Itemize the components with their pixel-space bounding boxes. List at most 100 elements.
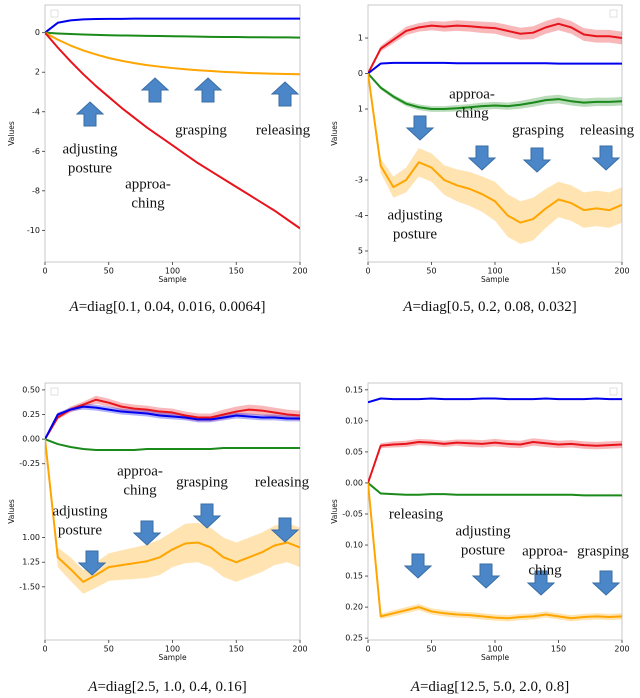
- y-tick-label: -3: [355, 176, 363, 185]
- y-tick-label: 1: [358, 105, 363, 114]
- y-axis-label: Values: [330, 121, 339, 146]
- arrow: [77, 550, 107, 576]
- annotation: grasping: [577, 543, 629, 559]
- arrow: [75, 101, 105, 127]
- confidence-band: [368, 73, 622, 244]
- series-line: [45, 439, 300, 583]
- plot-area: [45, 395, 300, 594]
- y-tick-label: 1.25: [22, 558, 40, 567]
- annotation: posture: [58, 522, 103, 538]
- plot-frame: [44, 382, 301, 641]
- y-tick-label: 2: [35, 68, 40, 77]
- arrow: [522, 147, 552, 173]
- x-tick-label: 100: [165, 267, 180, 276]
- confidence-band: [368, 438, 622, 483]
- annotation: releasing: [256, 122, 311, 138]
- x-axis-label: Sample: [481, 653, 510, 662]
- plot-frame: [367, 382, 623, 641]
- series-line: [368, 397, 622, 404]
- series-line: [45, 398, 300, 440]
- series-line: [45, 32, 300, 230]
- y-axis-label: Values: [330, 499, 339, 524]
- annotation: ching: [123, 482, 157, 498]
- caption-symbol: A: [87, 679, 98, 695]
- x-tick-label: 150: [229, 645, 244, 654]
- arrow: [591, 570, 621, 596]
- legend-box: [50, 9, 59, 18]
- y-tick-label: 0.10: [345, 541, 363, 550]
- x-tick-label: 200: [614, 267, 629, 276]
- caption-symbol: A: [410, 679, 421, 695]
- annotation: posture: [68, 160, 113, 176]
- annotation: approa-: [125, 176, 171, 192]
- y-tick-label: 0.25: [22, 410, 40, 419]
- confidence-band: [45, 395, 300, 440]
- series-line: [368, 61, 622, 75]
- caption-text: =diag[0.1, 0.04, 0.016, 0.0064]: [79, 299, 266, 315]
- x-tick-label: 200: [292, 267, 307, 276]
- caption: A=diag[12.5, 5.0, 2.0, 0.8]: [410, 679, 569, 695]
- y-tick-label: -8: [32, 186, 40, 195]
- caption-text: =diag[12.5, 5.0, 2.0, 0.8]: [420, 679, 569, 695]
- y-tick-label: 0: [358, 69, 363, 78]
- arrow: [270, 517, 300, 543]
- x-tick-label: 200: [292, 645, 307, 654]
- series-line: [45, 31, 300, 76]
- legend-box: [50, 387, 59, 396]
- confidence-band: [368, 73, 622, 112]
- y-tick-label: -4: [355, 211, 363, 220]
- y-tick-label: 0.00: [22, 435, 40, 444]
- caption-text: =diag[0.5, 0.2, 0.08, 0.032]: [412, 299, 576, 315]
- x-tick-label: 100: [487, 267, 502, 276]
- annotation: releasing: [580, 122, 635, 138]
- x-tick-label: 50: [426, 267, 436, 276]
- x-tick-label: 100: [165, 645, 180, 654]
- annotation: approa-: [449, 86, 495, 102]
- annotation: approa-: [117, 463, 163, 479]
- y-tick-label: 0: [35, 28, 40, 37]
- series-line: [368, 482, 622, 497]
- annotation: adjusting: [388, 207, 443, 223]
- series-line: [45, 17, 300, 34]
- annotation: releasing: [389, 506, 444, 522]
- arrow: [403, 553, 433, 579]
- x-tick-label: 0: [365, 267, 370, 276]
- annotation: adjusting: [456, 523, 511, 539]
- annotation: grasping: [176, 474, 228, 490]
- arrow: [471, 563, 501, 589]
- y-tick-label: 0.00: [345, 478, 363, 487]
- x-tick-label: 50: [426, 645, 436, 654]
- series-line: [45, 438, 300, 451]
- y-axis-label: Values: [7, 499, 16, 524]
- series-line: [368, 482, 622, 620]
- y-tick-label: 1: [358, 34, 363, 43]
- x-tick-label: 150: [551, 645, 566, 654]
- annotation: adjusting: [63, 141, 118, 157]
- x-axis-label: Sample: [158, 653, 187, 662]
- plot-area: [368, 17, 622, 244]
- series-line: [368, 22, 622, 74]
- plot-area: [45, 17, 300, 230]
- arrow: [193, 77, 223, 103]
- caption-text: =diag[2.5, 1.0, 0.4, 0.16]: [97, 679, 246, 695]
- arrow: [192, 503, 222, 529]
- x-tick-label: 150: [229, 267, 244, 276]
- legend-box: [609, 387, 618, 396]
- x-tick-label: 100: [487, 645, 502, 654]
- arrow: [526, 570, 556, 596]
- plot-frame: [367, 4, 623, 263]
- y-tick-label: -0.05: [342, 509, 363, 518]
- caption-symbol: A: [402, 299, 413, 315]
- series-line: [368, 72, 622, 111]
- y-tick-label: -0.25: [19, 459, 40, 468]
- x-axis-label: Sample: [481, 275, 510, 284]
- arrow: [591, 145, 621, 171]
- series-line: [368, 73, 622, 224]
- arrow: [132, 520, 162, 546]
- arrow: [140, 77, 170, 103]
- y-tick-label: -10: [27, 226, 40, 235]
- x-tick-label: 0: [42, 267, 47, 276]
- caption-symbol: A: [69, 299, 80, 315]
- caption: A=diag[2.5, 1.0, 0.4, 0.16]: [87, 679, 246, 695]
